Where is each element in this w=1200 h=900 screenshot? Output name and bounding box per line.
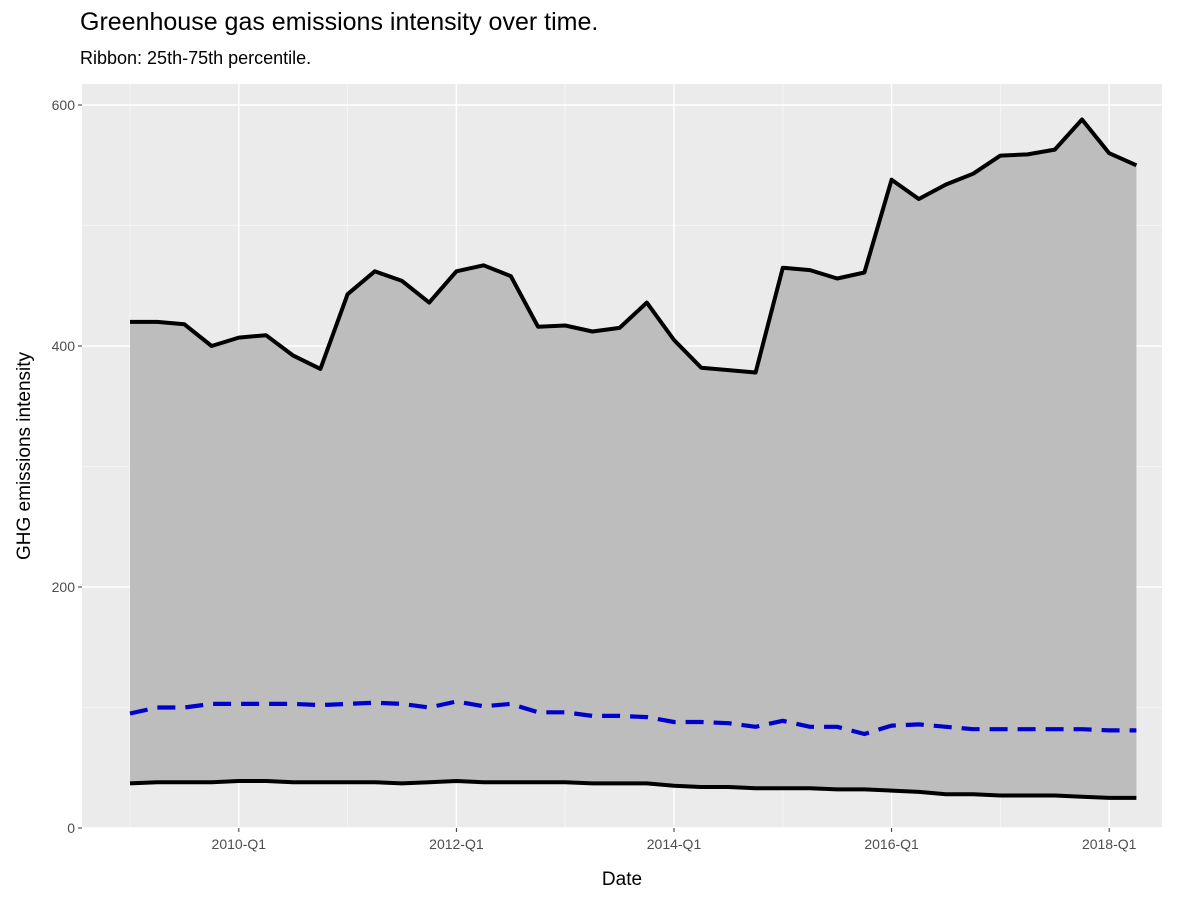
x-tick-label: 2014-Q1 (647, 836, 702, 852)
y-axis-title: GHG emissions intensity (14, 352, 35, 561)
y-tick-label: 200 (52, 579, 76, 595)
ribbon-area (130, 119, 1137, 798)
chart-subtitle: Ribbon: 25th-75th percentile. (80, 48, 312, 68)
x-axis-title: Date (602, 869, 642, 890)
series-line-median (129, 699, 1137, 737)
x-tick-label: 2010-Q1 (212, 836, 267, 852)
y-tick-label: 600 (52, 97, 76, 113)
axes: 0 200 400 600 2010-Q1 2012-Q1 2014-Q1 2016-Q1 20… (52, 97, 1137, 852)
y-tick-label: 400 (52, 338, 76, 354)
x-tick-label: 2012-Q1 (429, 836, 484, 852)
chart-title: Greenhouse gas emissions intensity over … (80, 8, 599, 36)
x-tick-label: 2016-Q1 (864, 836, 919, 852)
x-tick-label: 2018-Q1 (1082, 836, 1137, 852)
series-line-lower (129, 779, 1137, 800)
series-line-upper (130, 117, 1138, 375)
y-tick-label: 0 (67, 820, 75, 836)
chart-marks (129, 117, 1138, 800)
